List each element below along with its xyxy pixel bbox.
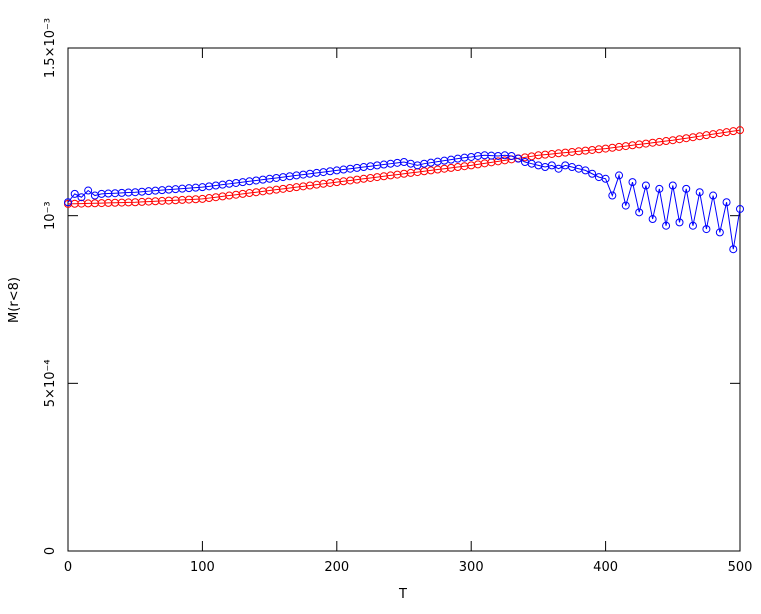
data-point — [70, 189, 79, 198]
data-point — [547, 161, 556, 170]
series-line — [67, 129, 741, 205]
data-point — [608, 191, 617, 200]
data-point — [514, 154, 523, 163]
data-point — [668, 181, 677, 190]
data-point — [736, 204, 744, 213]
y-tick-label: 1.5×10⁻³ — [43, 18, 58, 78]
data-point — [635, 208, 644, 217]
x-tick-label: 300 — [459, 560, 484, 575]
data-point — [77, 193, 86, 202]
data-point — [588, 169, 597, 178]
data-point — [682, 184, 691, 193]
data-point — [648, 215, 657, 224]
data-point — [84, 186, 93, 195]
data-point — [507, 151, 516, 160]
y-tick-label: 10⁻³ — [43, 201, 58, 230]
x-tick-label: 100 — [190, 560, 215, 575]
plot-frame — [67, 47, 741, 552]
x-tick-label: 200 — [324, 560, 349, 575]
x-tick-label: 0 — [64, 560, 72, 575]
data-point — [695, 188, 704, 197]
data-point — [615, 171, 624, 180]
data-point — [736, 126, 744, 135]
y-tick-label: 0 — [43, 547, 58, 555]
data-point — [715, 228, 724, 237]
x-tick-label: 500 — [728, 560, 753, 575]
data-point — [702, 225, 711, 234]
y-tick-label: 5×10⁻⁴ — [43, 359, 58, 407]
data-point — [581, 166, 590, 175]
data-point — [722, 198, 731, 207]
data-point — [601, 174, 610, 183]
data-point — [621, 201, 630, 210]
data-point — [628, 178, 637, 187]
data-point — [675, 218, 684, 227]
data-point — [729, 245, 738, 254]
data-point — [709, 191, 718, 200]
x-tick-label: 400 — [593, 560, 618, 575]
data-point — [688, 221, 697, 230]
x-axis-label: T — [398, 587, 407, 602]
data-point — [64, 198, 72, 207]
data-point — [554, 164, 563, 173]
y-axis-label: M(r<8) — [7, 277, 22, 323]
data-point — [662, 221, 671, 230]
data-point — [641, 181, 650, 190]
data-point — [655, 184, 664, 193]
series-line — [67, 154, 741, 250]
